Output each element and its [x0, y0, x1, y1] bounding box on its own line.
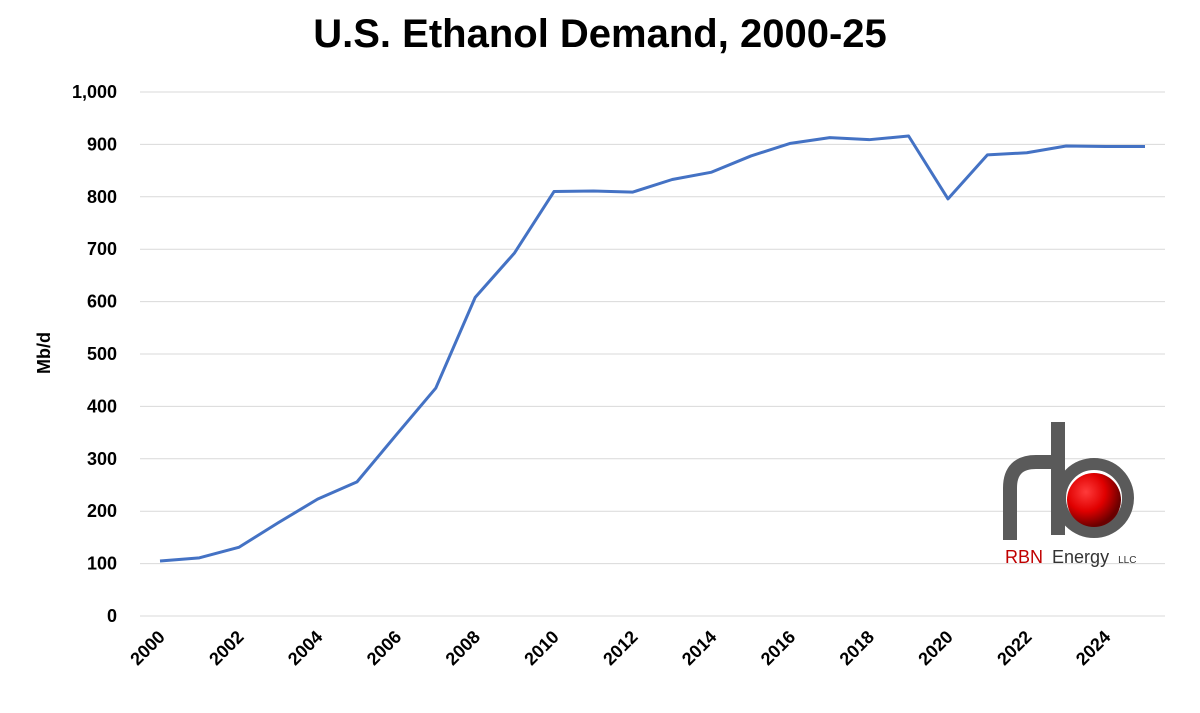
x-tick-label: 2020 — [914, 627, 956, 669]
y-tick-label: 600 — [87, 292, 117, 312]
x-tick-label: 2000 — [126, 627, 168, 669]
x-axis-ticks: 2000 2002 2004 2006 2008 2010 2012 2014 2016 2018… — [126, 627, 1114, 669]
logo-red-ball — [1067, 473, 1121, 527]
y-tick-label: 300 — [87, 449, 117, 469]
x-tick-label: 2016 — [757, 627, 799, 669]
logo-pipe-r — [1003, 455, 1058, 540]
y-tick-label: 800 — [87, 187, 117, 207]
logo-text-llc: LLC — [1118, 555, 1136, 566]
gridlines — [140, 91, 1165, 617]
x-tick-label: 2006 — [363, 627, 405, 669]
y-axis-label: Mb/d — [34, 332, 54, 374]
y-tick-label: 0 — [107, 606, 117, 626]
x-tick-label: 2002 — [205, 627, 247, 669]
series-layer — [159, 134, 1145, 563]
x-tick-label: 2008 — [442, 627, 484, 669]
x-tick-label: 2010 — [520, 627, 562, 669]
x-tick-label: 2018 — [836, 627, 878, 669]
x-tick-label: 2022 — [993, 627, 1035, 669]
y-tick-label: 900 — [87, 134, 117, 154]
rbn-energy-logo: RBN Energy LLC — [1003, 422, 1136, 567]
y-tick-label: 700 — [87, 239, 117, 259]
y-tick-label: 200 — [87, 501, 117, 521]
y-tick-label: 500 — [87, 344, 117, 364]
y-tick-label: 400 — [87, 396, 117, 416]
y-axis-ticks: 0 100 200 300 400 500 600 700 800 900 1,000 — [72, 82, 117, 626]
logo-pipe-b-bowl — [1054, 458, 1134, 538]
x-tick-label: 2024 — [1072, 627, 1114, 669]
logo-text-rbn: RBN — [1005, 547, 1043, 567]
chart-title: U.S. Ethanol Demand, 2000-25 — [313, 12, 887, 56]
x-tick-label: 2004 — [284, 627, 326, 669]
series-line — [159, 134, 1145, 563]
x-tick-label: 2012 — [599, 627, 641, 669]
y-tick-label: 1,000 — [72, 82, 117, 102]
logo-text-energy: Energy — [1052, 547, 1109, 567]
logo-text: RBN Energy LLC — [1005, 547, 1136, 567]
y-tick-label: 100 — [87, 554, 117, 574]
x-tick-label: 2014 — [678, 627, 720, 669]
